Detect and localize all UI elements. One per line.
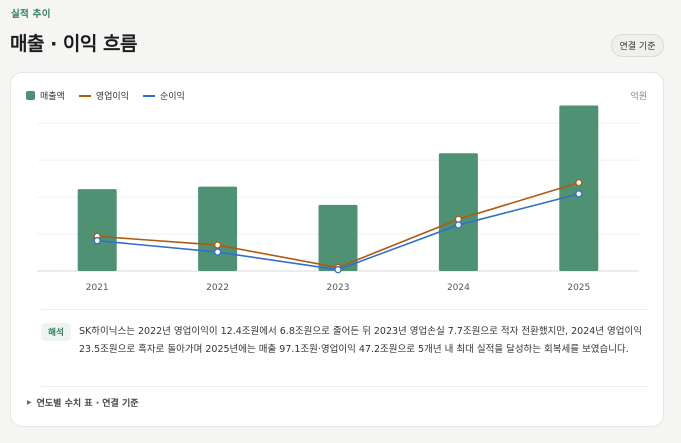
net-income-point-2024 bbox=[454, 221, 463, 229]
consolidated-basis-button[interactable]: 연결 기준 bbox=[611, 34, 664, 57]
unit-label: 억원 bbox=[630, 92, 647, 102]
revenue-bar-2023 bbox=[318, 204, 358, 271]
revenue-profit-chart: 2021 2022 2023 2024 2025 bbox=[37, 105, 639, 293]
revenue-bar-2021 bbox=[77, 189, 117, 271]
interpretation-note: 해석 SK하이닉스는 2022년 영업이익이 12.4조원에서 6.8조원으로 … bbox=[41, 308, 651, 380]
note-divider-bottom bbox=[41, 386, 649, 387]
revenue-bar-2025 bbox=[559, 105, 599, 272]
net-income-point-2022 bbox=[213, 248, 222, 256]
yearly-table-toggle[interactable]: ▶ 연도별 수치 표 · 연결 기준 bbox=[27, 396, 139, 409]
section-eyebrow: 실적 추이 bbox=[11, 9, 51, 20]
legend-swatch-operating-profit bbox=[78, 94, 91, 97]
interpretation-badge: 해석 bbox=[41, 323, 71, 341]
operating-profit-point-2025 bbox=[575, 178, 583, 187]
chart-legend: 매출액 영업이익 순이익 bbox=[26, 89, 185, 102]
legend-item-net-income: 순이익 bbox=[142, 89, 185, 102]
page-title: 매출 · 이익 흐름 bbox=[10, 33, 137, 55]
x-tick-label-2023: 2023 bbox=[327, 283, 350, 293]
legend-label-net-income: 순이익 bbox=[159, 92, 185, 102]
legend-swatch-revenue bbox=[26, 91, 35, 100]
caret-right-icon: ▶ bbox=[27, 399, 32, 406]
net-income-point-2025 bbox=[575, 190, 583, 198]
interpretation-text: SK하이닉스는 2022년 영업이익이 12.4조원에서 6.8조원으로 줄어든… bbox=[79, 326, 642, 355]
revenue-bar-2022 bbox=[198, 186, 238, 271]
chart-card: 매출액 영업이익 순이익 억원 2021 2022 2023 2024 2025 해석 … bbox=[10, 72, 664, 427]
note-divider-top bbox=[41, 309, 649, 310]
x-tick-label-2022: 2022 bbox=[206, 283, 229, 293]
yearly-table-toggle-label: 연도별 수치 표 · 연결 기준 bbox=[36, 399, 139, 409]
operating-profit-point-2022 bbox=[213, 241, 222, 249]
revenue-bar-2024 bbox=[438, 153, 478, 271]
legend-label-revenue: 매출액 bbox=[40, 92, 65, 102]
x-tick-label-2021: 2021 bbox=[86, 283, 109, 293]
x-tick-label-2024: 2024 bbox=[447, 283, 470, 293]
x-tick-label-2025: 2025 bbox=[567, 283, 590, 293]
legend-item-revenue: 매출액 bbox=[26, 89, 65, 102]
legend-label-operating-profit: 영업이익 bbox=[95, 92, 129, 102]
net-income-point-2021 bbox=[93, 237, 101, 245]
net-income-point-2023 bbox=[334, 266, 342, 274]
legend-swatch-net-income bbox=[142, 94, 155, 97]
legend-item-operating-profit: 영업이익 bbox=[78, 89, 129, 102]
